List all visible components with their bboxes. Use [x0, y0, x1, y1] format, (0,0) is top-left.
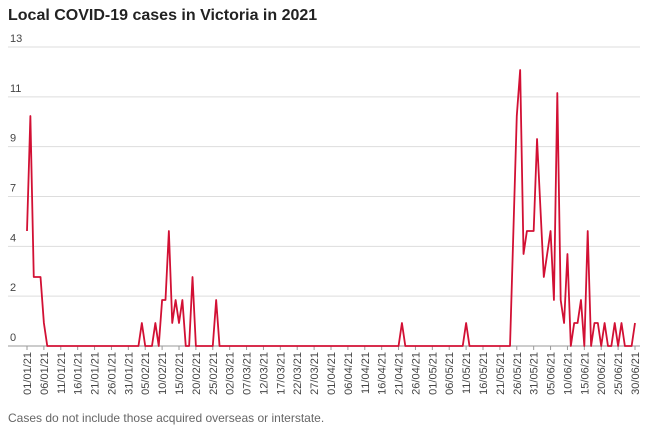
x-tick-label: 05/02/21	[140, 352, 152, 395]
x-tick-label: 16/01/21	[73, 352, 85, 395]
chart-title: Local COVID-19 cases in Victoria in 2021	[8, 7, 317, 24]
x-tick-label: 26/01/21	[106, 352, 118, 395]
x-tick-label: 21/04/21	[394, 352, 406, 395]
y-tick-label: 2	[10, 282, 16, 294]
x-tick-label: 27/03/21	[309, 352, 321, 395]
x-tick-label: 05/06/21	[546, 352, 558, 395]
x-tick-label: 16/04/21	[377, 352, 389, 395]
x-tick-label: 01/01/21	[22, 352, 34, 395]
y-tick-label: 0	[10, 332, 16, 344]
x-tick-label: 16/05/21	[478, 352, 490, 395]
x-tick-label: 30/06/21	[630, 352, 642, 395]
x-tick-label: 11/05/21	[461, 352, 473, 394]
x-tick-label: 11/04/21	[360, 352, 372, 394]
x-tick-label: 10/06/21	[562, 352, 574, 395]
x-tick-label: 15/06/21	[579, 352, 591, 395]
x-tick-label: 11/01/21	[56, 352, 68, 394]
x-tick-label: 12/03/21	[258, 352, 270, 395]
footnote: Cases do not include those acquired over…	[8, 411, 324, 425]
x-tick-label: 06/01/21	[39, 352, 51, 395]
x-tick-label: 01/05/21	[427, 352, 439, 395]
x-tick-label: 31/01/21	[123, 352, 135, 395]
x-tick-label: 17/03/21	[275, 352, 287, 395]
x-tick-label: 22/03/21	[292, 352, 304, 395]
x-tick-label: 06/04/21	[343, 352, 355, 395]
x-tick-label: 26/05/21	[512, 352, 524, 395]
x-tick-label: 15/02/21	[174, 352, 186, 395]
x-tick-label: 02/03/21	[225, 352, 237, 395]
x-tick-label: 21/01/21	[90, 352, 102, 395]
x-tick-label: 06/05/21	[444, 352, 456, 395]
y-tick-label: 4	[10, 232, 16, 244]
x-tick-label: 21/05/21	[495, 352, 507, 395]
x-tick-label: 25/06/21	[613, 352, 625, 395]
y-tick-label: 9	[10, 133, 16, 145]
y-tick-label: 7	[10, 183, 16, 195]
y-tick-label: 13	[10, 33, 22, 45]
line-series	[26, 69, 636, 347]
y-tick-label: 11	[10, 83, 21, 95]
x-tick-label: 07/03/21	[242, 352, 254, 395]
x-tick-label: 25/02/21	[208, 352, 220, 395]
x-tick-label: 01/04/21	[326, 352, 338, 395]
x-tick-label: 20/02/21	[191, 352, 203, 395]
x-tick-label: 20/06/21	[596, 352, 608, 395]
x-tick-label: 26/04/21	[410, 352, 422, 395]
x-tick-label: 10/02/21	[157, 352, 169, 395]
x-tick-label: 31/05/21	[529, 352, 541, 395]
